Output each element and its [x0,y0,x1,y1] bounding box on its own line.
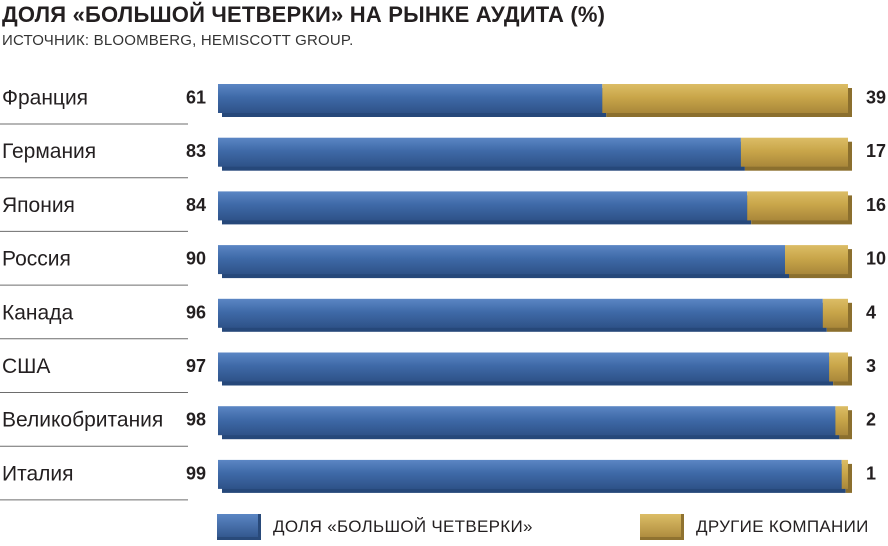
country-label: Италия [2,462,74,485]
country-label: США [2,355,50,378]
others-bar [602,84,848,113]
others-value-label: 16 [866,195,886,215]
country-label: Великобритания [2,409,163,432]
chart-source: ИСТОЧНИК: BLOOMBERG, HEMISCOTT GROUP. [2,32,354,49]
legend-label-others: ДРУГИЕ КОМПАНИИ [696,517,869,536]
others-value-label: 4 [866,302,876,322]
others-bar [785,245,848,275]
country-label: Япония [2,194,75,217]
others-value-label: 10 [866,249,886,269]
others-bar [829,352,848,382]
big-four-bar [218,191,748,221]
big-four-value-label: 83 [186,141,206,161]
others-value-label: 1 [866,463,876,483]
big-four-bar [218,352,830,382]
country-label: Франция [2,87,88,110]
big-four-value-label: 61 [186,88,206,108]
big-four-value-label: 84 [186,195,206,215]
big-four-value-label: 98 [186,410,206,430]
big-four-value-label: 97 [186,356,206,376]
big-four-bar [218,298,823,328]
others-bar [747,191,848,221]
chart-title: ДОЛЯ «БОЛЬШОЙ ЧЕТВЕРКИ» НА РЫНКЕ АУДИТА … [2,2,606,27]
others-bar [835,406,848,436]
legend-item-others: ДРУГИЕ КОМПАНИИ [640,509,869,545]
others-bar [841,459,848,489]
big-four-bar [218,137,741,167]
country-label: Германия [2,140,96,163]
legend-item-big-four: ДОЛЯ «БОЛЬШОЙ ЧЕТВЕРКИ» [217,509,533,545]
others-value-label: 39 [866,88,886,108]
others-bar [822,298,848,328]
big-four-value-label: 90 [186,249,206,269]
others-value-label: 3 [866,356,876,376]
big-four-bar [218,406,836,436]
big-four-value-label: 96 [186,302,206,322]
big-four-bar [218,245,785,275]
others-bar-shadow [845,463,852,493]
big-four-bar [218,84,603,113]
country-label: Россия [2,248,71,271]
others-bar [740,137,848,167]
big-four-value-label: 99 [186,463,206,483]
legend-swatch-others [640,514,684,540]
others-value-label: 17 [866,141,886,161]
big-four-bar [218,459,842,489]
legend-label-big-four: ДОЛЯ «БОЛЬШОЙ ЧЕТВЕРКИ» [273,517,533,536]
legend-swatch-big-four [217,514,261,540]
others-value-label: 2 [866,410,876,430]
country-label: Канада [2,301,73,324]
